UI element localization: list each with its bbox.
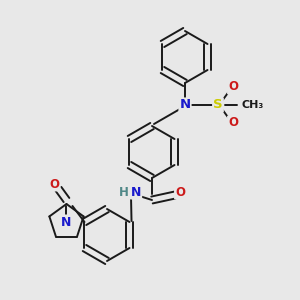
Text: O: O bbox=[175, 185, 185, 199]
Text: N: N bbox=[131, 185, 141, 199]
Text: H: H bbox=[119, 185, 129, 199]
Text: CH₃: CH₃ bbox=[242, 100, 264, 110]
Text: N: N bbox=[179, 98, 191, 112]
Text: S: S bbox=[213, 98, 223, 112]
Text: O: O bbox=[228, 116, 238, 130]
Text: O: O bbox=[50, 178, 59, 190]
Text: N: N bbox=[61, 215, 72, 229]
Text: O: O bbox=[228, 80, 238, 94]
